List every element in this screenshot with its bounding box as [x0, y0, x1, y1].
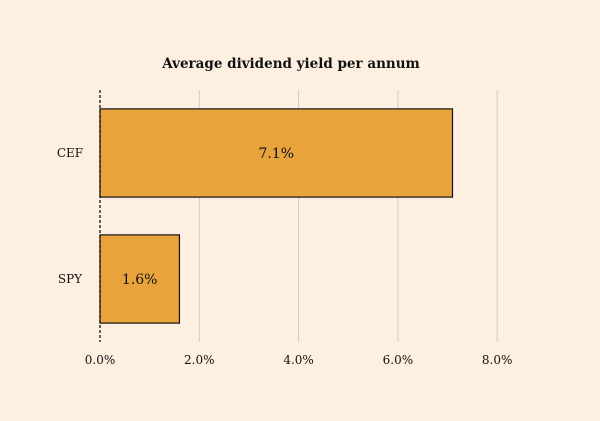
x-tick-label: 2.0% [184, 353, 215, 367]
category-labels: CEF SPY [57, 146, 83, 286]
x-tick-label: 4.0% [283, 353, 314, 367]
category-label-cef: CEF [57, 146, 83, 160]
chart-title: Average dividend yield per annum [161, 56, 420, 72]
x-tick-label: 6.0% [383, 353, 414, 367]
bar-spy [99, 234, 181, 324]
data-label-spy: 1.6% [122, 272, 158, 288]
bars [99, 108, 454, 324]
data-label-cef: 7.1% [258, 146, 294, 162]
x-tick-labels: 0.0% 2.0% 4.0% 6.0% 8.0% [85, 353, 513, 367]
category-label-spy: SPY [58, 272, 83, 286]
x-tick-label: 0.0% [85, 353, 116, 367]
bar-cef [99, 108, 454, 198]
x-tick-label: 8.0% [482, 353, 513, 367]
data-labels: 7.1% 1.6% [122, 146, 294, 288]
